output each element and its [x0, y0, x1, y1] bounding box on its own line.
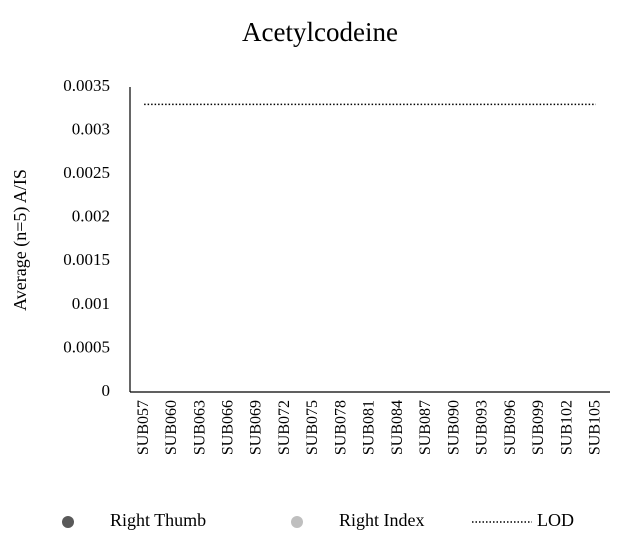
y-tick-label: 0 [102, 381, 111, 400]
y-axis-label: Average (n=5) A/IS [10, 169, 31, 311]
legend-label: Right Index [339, 510, 425, 530]
x-tick-label: SUB057 [135, 400, 152, 455]
chart-title: Acetylcodeine [242, 17, 398, 47]
y-tick-label: 0.0035 [63, 76, 110, 95]
y-tick-label: 0.0015 [63, 250, 110, 269]
x-tick-label: SUB063 [191, 400, 208, 455]
legend-label: LOD [537, 510, 574, 530]
x-tick-label: SUB105 [587, 400, 604, 455]
y-tick-label: 0.0005 [63, 337, 110, 356]
x-tick-label: SUB102 [558, 400, 575, 455]
legend-marker [291, 516, 303, 528]
y-tick-label: 0.003 [72, 119, 110, 138]
x-tick-label: SUB072 [276, 400, 293, 455]
x-tick-label: SUB087 [417, 400, 434, 455]
x-tick-label: SUB081 [361, 400, 378, 455]
y-tick-label: 0.001 [72, 294, 110, 313]
x-tick-label: SUB078 [332, 400, 349, 455]
x-tick-label: SUB096 [502, 400, 519, 455]
y-tick-label: 0.0025 [63, 163, 110, 182]
legend-label: Right Thumb [110, 510, 206, 530]
x-tick-label: SUB093 [474, 400, 491, 455]
x-tick-label: SUB075 [304, 400, 321, 455]
x-tick-label: SUB084 [389, 400, 406, 455]
x-tick-label: SUB099 [530, 400, 547, 455]
y-tick-label: 0.002 [72, 207, 110, 226]
x-tick-label: SUB090 [445, 400, 462, 455]
x-tick-label: SUB066 [219, 400, 236, 455]
x-tick-label: SUB060 [163, 400, 180, 455]
x-tick-label: SUB069 [248, 400, 265, 455]
legend-marker [62, 516, 74, 528]
